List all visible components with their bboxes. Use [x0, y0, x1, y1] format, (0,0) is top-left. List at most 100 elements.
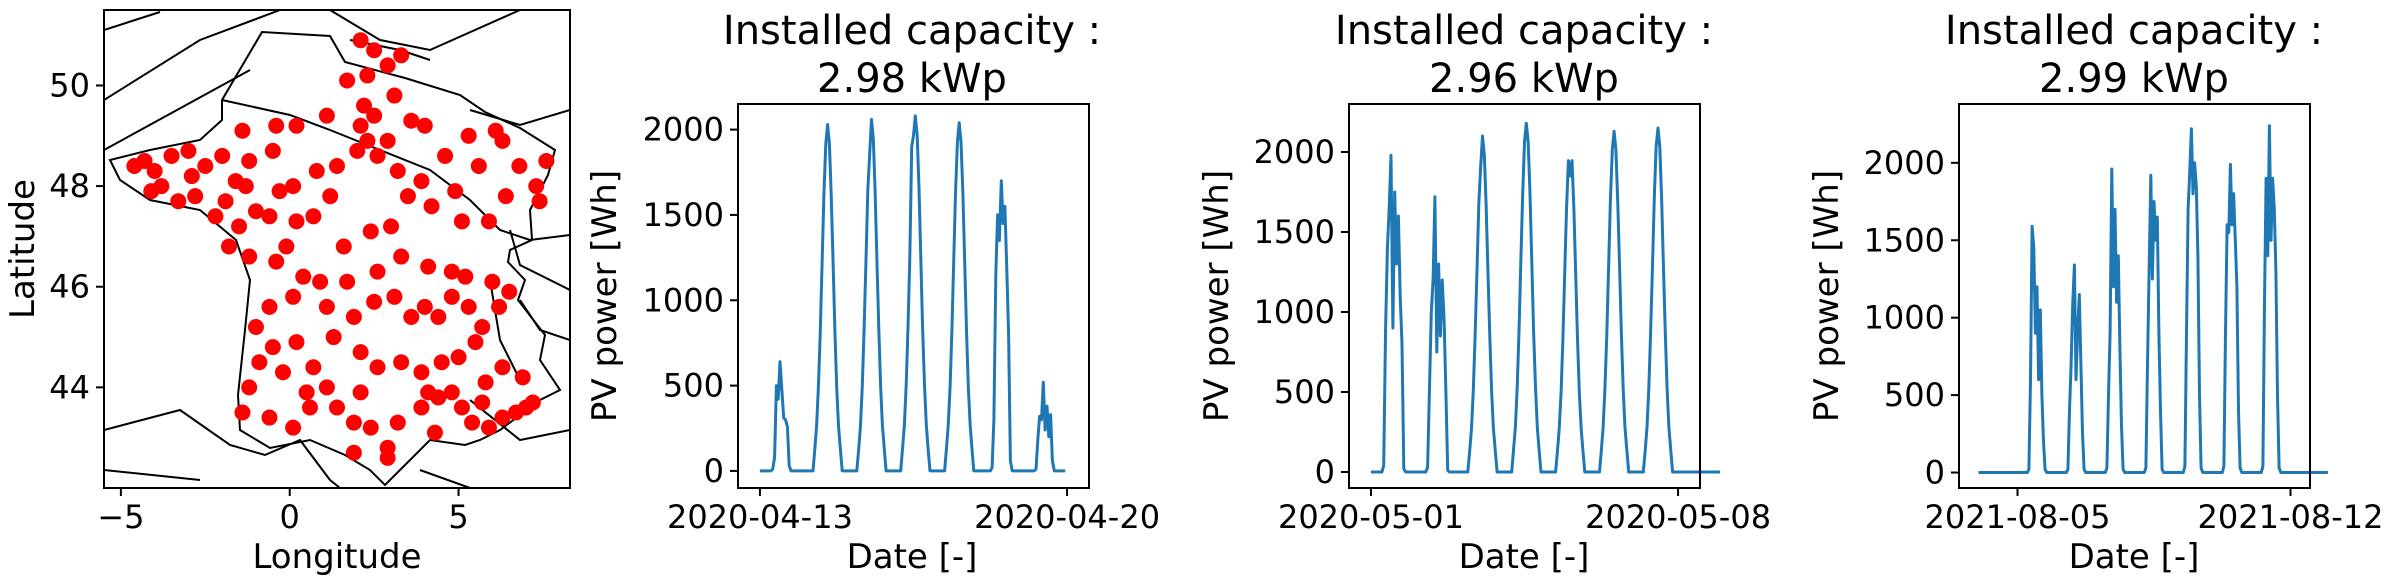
map-point — [470, 157, 487, 174]
map-point — [379, 449, 396, 466]
y-tick-label: 1000 — [643, 281, 724, 319]
pv-power-line — [1978, 124, 2328, 474]
map-point — [379, 132, 396, 149]
map-point — [356, 97, 373, 114]
map-point — [433, 354, 450, 371]
map-point — [383, 218, 400, 235]
map-point — [426, 424, 443, 441]
map-point — [305, 359, 322, 376]
map-point — [288, 213, 305, 230]
map-point — [241, 248, 258, 265]
map-point — [247, 318, 264, 335]
map-point — [460, 127, 477, 144]
map-point — [329, 157, 345, 174]
map-point — [305, 208, 322, 225]
map-point — [511, 157, 528, 174]
y-tick-label: 2000 — [643, 111, 724, 149]
map-point — [420, 384, 437, 401]
pv-power-line — [1370, 121, 1721, 474]
x-tick-label: 2020-05-08 — [1585, 498, 1771, 536]
map-point — [241, 152, 258, 169]
plot-frame — [1958, 103, 2311, 489]
map-point — [295, 268, 312, 285]
map-point — [403, 112, 420, 129]
pv-panel-3: Installed capacity : 2.99 kWp 2021-08-05… — [1807, 8, 2383, 577]
x-tick-label: 2020-04-13 — [667, 498, 853, 536]
map-point — [369, 147, 386, 164]
y-tick-label: 500 — [663, 367, 724, 405]
map-point — [301, 399, 318, 416]
x-axis-label: Date [-] — [1459, 537, 1590, 577]
x-tick-label: −5 — [97, 498, 144, 536]
map-point — [528, 178, 545, 195]
map-point — [325, 329, 342, 346]
map-point — [231, 218, 248, 235]
plot-frame — [103, 9, 571, 489]
x-axis-ticks: 2021-08-05 2021-08-12 — [1925, 488, 2383, 536]
map-point — [386, 288, 403, 305]
map-point — [494, 132, 511, 149]
border-lines — [104, 10, 570, 488]
chart-title-line-2: 2.96 kWp — [1429, 56, 1619, 102]
y-tick-label: 46 — [49, 268, 90, 306]
map-point — [187, 188, 204, 205]
map-point — [214, 147, 231, 164]
map-point — [251, 354, 268, 371]
map-point — [369, 359, 386, 376]
map-point — [234, 404, 251, 421]
map-point — [268, 253, 285, 270]
x-tick-label: 2020-04-20 — [974, 498, 1160, 536]
map-point — [443, 263, 460, 280]
map-point — [143, 183, 160, 200]
map-point — [366, 293, 383, 310]
map-point — [261, 409, 278, 426]
map-point — [457, 268, 474, 285]
map-point — [369, 263, 386, 280]
plot-frame — [1348, 103, 1701, 489]
y-tick-label: 50 — [49, 66, 90, 104]
map-point — [264, 339, 281, 356]
y-tick-label: 1500 — [1864, 221, 1945, 259]
map-point — [477, 374, 494, 391]
y-tick-label: 0 — [704, 452, 724, 490]
map-point — [241, 379, 258, 396]
map-point — [329, 399, 345, 416]
y-tick-label: 48 — [49, 167, 90, 205]
map-point — [399, 188, 416, 205]
map-point — [423, 198, 440, 215]
map-point — [403, 308, 420, 325]
map-point — [366, 107, 383, 124]
map-point — [447, 183, 464, 200]
y-axis-ticks: 44 46 48 50 — [49, 66, 104, 406]
map-point — [278, 238, 295, 255]
map-point — [453, 399, 470, 416]
map-point — [497, 188, 514, 205]
map-point — [261, 298, 278, 315]
map-point — [217, 193, 234, 210]
map-point — [352, 344, 369, 361]
scatter-points — [126, 32, 555, 466]
map-point — [379, 57, 396, 74]
map-point — [437, 147, 454, 164]
y-tick-label: 0 — [1925, 454, 1945, 492]
map-point — [237, 178, 254, 195]
y-axis-label: PV power [Wh] — [585, 170, 625, 422]
x-axis-ticks: −5 0 5 — [97, 488, 469, 536]
map-point — [207, 208, 224, 225]
map-point — [220, 238, 237, 255]
map-point — [352, 384, 369, 401]
map-point — [514, 369, 531, 386]
map-point — [443, 288, 460, 305]
y-axis-ticks: 0 500 1000 1500 2000 — [1864, 144, 1959, 492]
y-tick-label: 44 — [49, 368, 90, 406]
map-panel: −5 0 5 44 46 48 50 Longitude Latitude — [3, 9, 571, 577]
map-point — [501, 283, 518, 300]
map-point — [136, 152, 153, 169]
map-point — [467, 334, 484, 351]
map-point — [234, 122, 251, 139]
x-tick-label: 2020-05-01 — [1278, 498, 1464, 536]
map-point — [389, 414, 406, 431]
map-point — [285, 288, 302, 305]
map-point — [274, 364, 291, 381]
plot-frame — [737, 103, 1090, 489]
